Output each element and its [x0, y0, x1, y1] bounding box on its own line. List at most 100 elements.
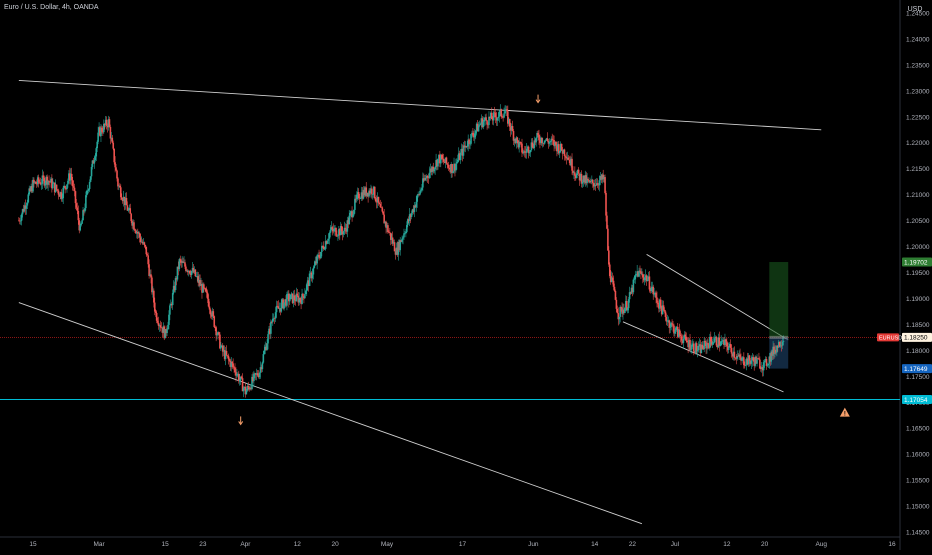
- candle-body: [739, 354, 741, 358]
- candle-body: [606, 215, 608, 229]
- candle-body: [69, 173, 72, 181]
- candle-body: [703, 340, 705, 350]
- candle-body: [69, 173, 71, 181]
- candle-body: [749, 360, 752, 364]
- candle-body: [674, 331, 676, 334]
- candle-body: [343, 227, 346, 232]
- candle-body: [219, 334, 221, 349]
- candle-body: [329, 229, 332, 233]
- candle-body: [442, 158, 445, 162]
- candle-body: [254, 373, 256, 374]
- candle-body: [627, 299, 630, 309]
- candle-body: [90, 166, 93, 177]
- candle-body: [137, 233, 140, 234]
- candle-body: [177, 266, 180, 270]
- x-tick-label: 20: [761, 541, 769, 548]
- candle-body: [494, 112, 497, 118]
- candle-body: [521, 143, 523, 153]
- candle-body: [161, 327, 164, 333]
- candle-body: [490, 112, 493, 119]
- candle-body: [212, 311, 215, 317]
- candle-body: [542, 142, 545, 144]
- candle-body: [287, 293, 289, 295]
- candle-body: [584, 175, 587, 183]
- candle-body: [638, 270, 640, 277]
- candle-body: [227, 355, 230, 360]
- candle-body: [475, 123, 478, 131]
- candle-body: [537, 133, 539, 136]
- candle-body: [250, 387, 252, 389]
- warning-icon: [839, 407, 850, 417]
- candle-body: [634, 275, 637, 280]
- candle-body: [364, 187, 367, 196]
- candle-body: [208, 306, 211, 310]
- candle-body: [40, 183, 43, 185]
- candle-body: [601, 174, 604, 180]
- candle-body: [709, 336, 711, 348]
- candle-body: [704, 340, 706, 343]
- candle-body: [157, 322, 160, 326]
- candle-body: [470, 134, 472, 144]
- candle-body: [178, 259, 181, 270]
- candle-body: [165, 329, 167, 334]
- candle-body: [558, 144, 560, 154]
- candle-body: [286, 294, 288, 306]
- candle-body: [382, 211, 385, 215]
- candle-body: [396, 247, 399, 255]
- candle-body: [180, 260, 183, 263]
- candle-body: [466, 146, 469, 148]
- candle-body: [75, 203, 78, 208]
- candle-body: [204, 288, 207, 292]
- candle-body: [763, 360, 766, 363]
- candle-body: [561, 150, 564, 154]
- candle-body: [481, 118, 484, 128]
- candle-body: [496, 118, 499, 121]
- candle-body: [242, 388, 245, 392]
- candle-body: [546, 138, 549, 141]
- candle-body: [556, 145, 558, 152]
- candle-body: [411, 209, 414, 214]
- candle-body: [226, 355, 229, 356]
- candle-body: [152, 290, 154, 293]
- trendline: [622, 321, 784, 393]
- candle-body: [740, 357, 742, 361]
- candle-body: [523, 151, 525, 153]
- candle-body: [764, 358, 767, 361]
- candle-body: [300, 300, 302, 305]
- candle-body: [619, 306, 621, 317]
- candle-body: [335, 227, 337, 236]
- candle-body: [126, 205, 129, 211]
- candle-body: [55, 184, 58, 190]
- candle-body: [119, 187, 122, 198]
- candle-body: [255, 373, 258, 375]
- candle-body: [683, 334, 686, 339]
- y-tick-label: 1.15500: [906, 478, 930, 485]
- candle-body: [270, 321, 272, 334]
- candle-body: [516, 137, 519, 141]
- candle-body: [514, 138, 517, 143]
- candle-body: [205, 291, 208, 293]
- candle-body: [306, 280, 309, 285]
- candle-body: [460, 148, 463, 153]
- candle-body: [314, 261, 317, 266]
- candle-body: [155, 312, 158, 321]
- candle-body: [716, 345, 719, 348]
- candle-body: [179, 259, 182, 261]
- x-tick-label: 15: [29, 541, 37, 548]
- candle-body: [315, 261, 317, 264]
- candle-body: [35, 183, 38, 185]
- candle-body: [568, 159, 570, 161]
- candle-body: [154, 311, 157, 313]
- candle-body: [566, 157, 569, 159]
- candle-body: [368, 190, 370, 197]
- candle-body: [260, 367, 263, 370]
- candle-body: [181, 261, 183, 263]
- candle-body: [337, 235, 339, 237]
- candle-body: [22, 209, 25, 212]
- candle-body: [248, 387, 250, 390]
- candle-body: [237, 373, 240, 382]
- candle-body: [325, 241, 328, 244]
- candle-body: [229, 360, 232, 367]
